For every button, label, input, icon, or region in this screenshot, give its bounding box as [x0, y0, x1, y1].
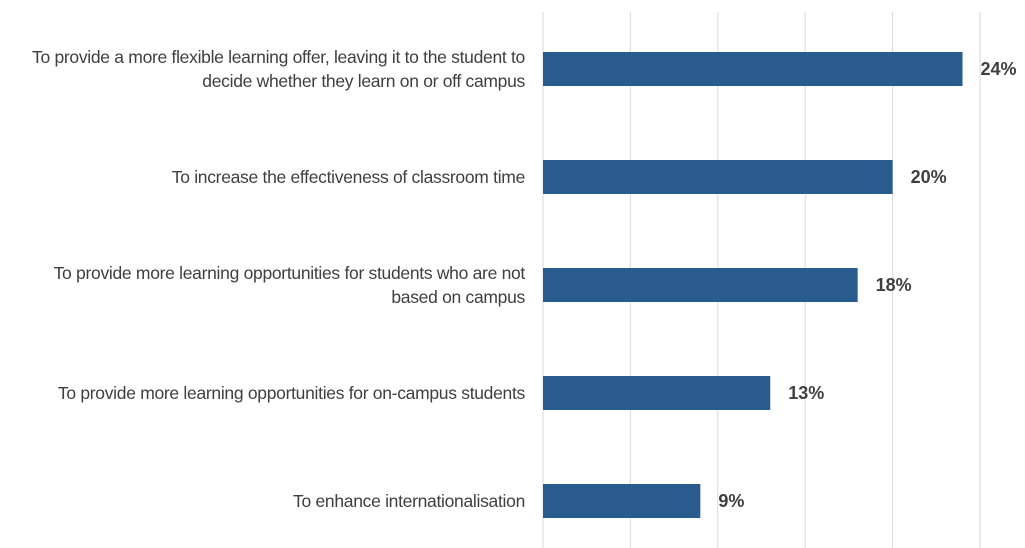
category-label: To increase the effectiveness of classro…: [171, 167, 526, 187]
bar: [543, 268, 858, 302]
category-label: To provide more learning opportunities f…: [57, 383, 525, 403]
value-label: 20%: [911, 167, 947, 187]
value-label: 24%: [981, 59, 1017, 79]
bar: [543, 160, 893, 194]
bar: [543, 52, 963, 86]
bar: [543, 484, 701, 518]
category-label: To provide more learning opportunities f…: [53, 263, 526, 307]
bar: [543, 376, 771, 410]
category-label: To enhance internationalisation: [293, 491, 525, 511]
value-label: 9%: [718, 491, 744, 511]
value-label: 13%: [788, 383, 824, 403]
category-label: To provide a more flexible learning offe…: [32, 47, 525, 91]
value-label: 18%: [876, 275, 912, 295]
